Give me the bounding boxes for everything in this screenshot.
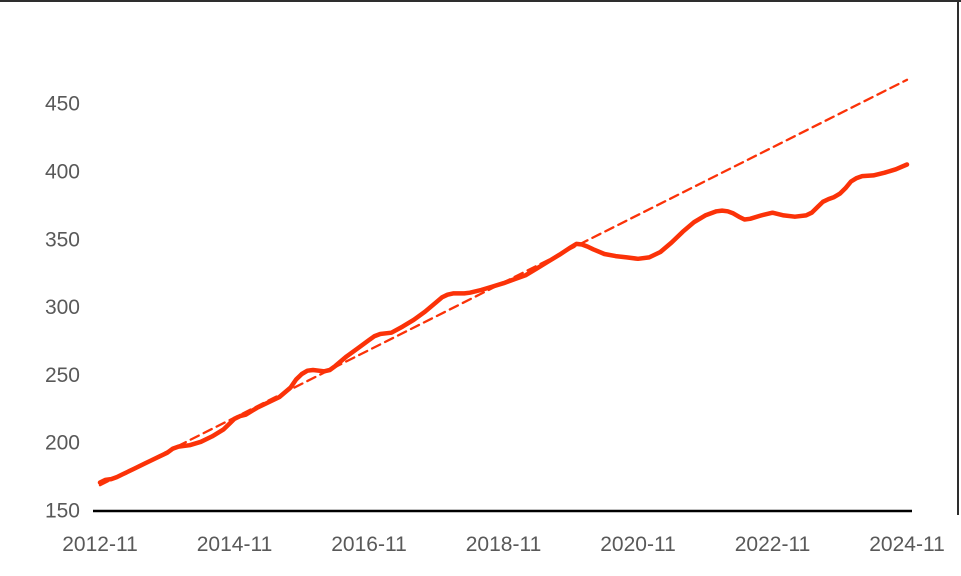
x-tick-label: 2014-11 <box>197 533 273 556</box>
y-tick-label: 350 <box>45 228 80 251</box>
y-tick-label: 250 <box>45 364 80 387</box>
trend-dashed-line <box>98 78 909 487</box>
x-tick-label: 2020-11 <box>600 533 676 556</box>
x-tick-label: 2012-11 <box>62 533 138 556</box>
x-tick-label: 2018-11 <box>466 533 542 556</box>
y-tick-label: 150 <box>45 500 80 523</box>
y-tick-label: 450 <box>45 93 80 116</box>
actual-series-line <box>97 162 910 485</box>
x-tick-label: 2024-11 <box>869 533 945 556</box>
y-tick-label: 400 <box>45 161 80 184</box>
y-tick-label: 200 <box>45 432 80 455</box>
y-tick-label: 300 <box>45 296 80 319</box>
x-tick-label: 2016-11 <box>331 533 407 556</box>
x-tick-label: 2022-11 <box>735 533 811 556</box>
